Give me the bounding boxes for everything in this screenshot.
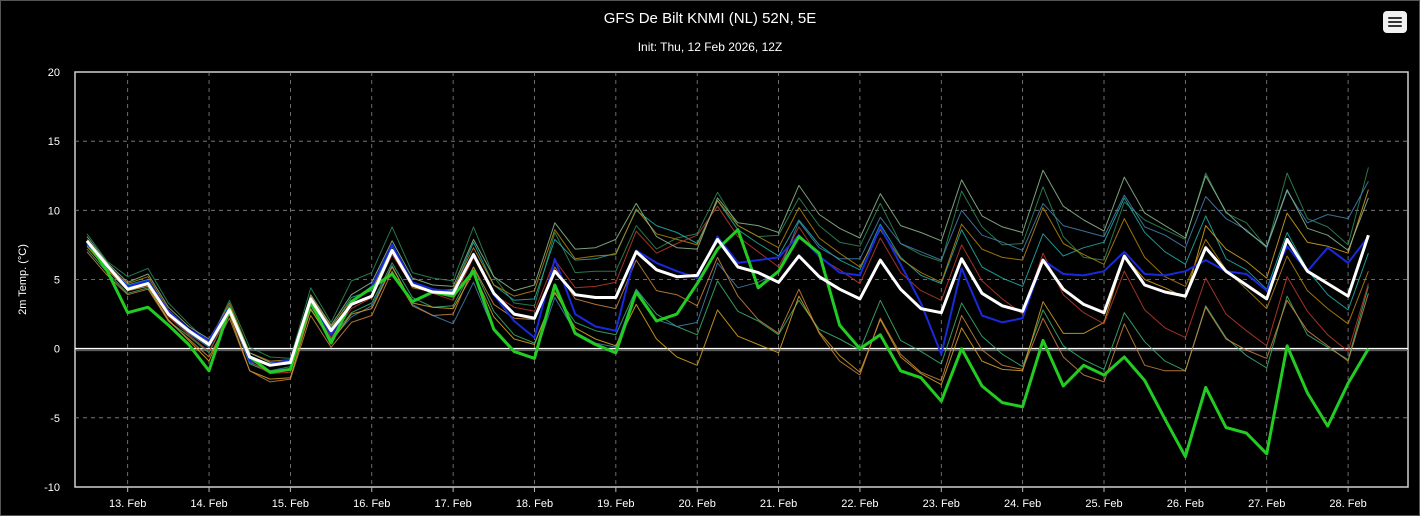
chart-title: GFS De Bilt KNMI (NL) 52N, 5E: [603, 10, 817, 27]
x-tick-label: 14. Feb: [190, 498, 227, 510]
chart-subtitle: Init: Thu, 12 Feb 2026, 12Z: [637, 40, 783, 54]
series-layer: [85, 167, 1370, 459]
hamburger-menu-icon[interactable]: [1383, 11, 1407, 33]
x-tick-label: 16. Feb: [353, 498, 390, 510]
y-tick-label: 5: [54, 275, 60, 287]
x-tick-label: 15. Feb: [272, 498, 309, 510]
series-line-member: [86, 200, 1369, 362]
series-line-member: [86, 251, 1369, 383]
grid-layer: [74, 71, 1409, 488]
y-tick-label: 0: [54, 344, 60, 356]
x-tick-label: 21. Feb: [760, 498, 797, 510]
y-axis-label: 2m Temp. (°C): [17, 244, 29, 315]
x-tick-label: 13. Feb: [109, 498, 146, 510]
series-line-member: [86, 189, 1369, 386]
y-tick-label: 10: [48, 205, 60, 217]
x-tick-label: 28. Feb: [1329, 498, 1366, 510]
x-tick-label: 24. Feb: [1004, 498, 1041, 510]
y-tick-label: -5: [50, 413, 60, 425]
x-tick-label: 20. Feb: [679, 498, 716, 510]
x-tick-label: 17. Feb: [434, 498, 471, 510]
x-tick-label: 26. Feb: [1167, 498, 1204, 510]
series-line-mean: [85, 234, 1370, 367]
x-tick-label: 19. Feb: [597, 498, 634, 510]
x-tick-label: 27. Feb: [1248, 498, 1285, 510]
x-tick-label: 25. Feb: [1085, 498, 1122, 510]
series-line-member: [86, 167, 1369, 359]
y-tick-label: -10: [44, 482, 60, 494]
y-tick-label: 20: [48, 67, 60, 79]
x-tick-label: 23. Feb: [923, 498, 960, 510]
x-tick-label: 18. Feb: [516, 498, 553, 510]
x-tick-label: 22. Feb: [841, 498, 878, 510]
series-line-member: [86, 248, 1369, 373]
axis-layer: -10 -5 0 5 10 15 20 13. Feb 14. Feb 15. Feb 16. Fe…: [17, 67, 1367, 510]
y-tick-label: 15: [48, 136, 60, 148]
series-line-control: [85, 228, 1370, 459]
